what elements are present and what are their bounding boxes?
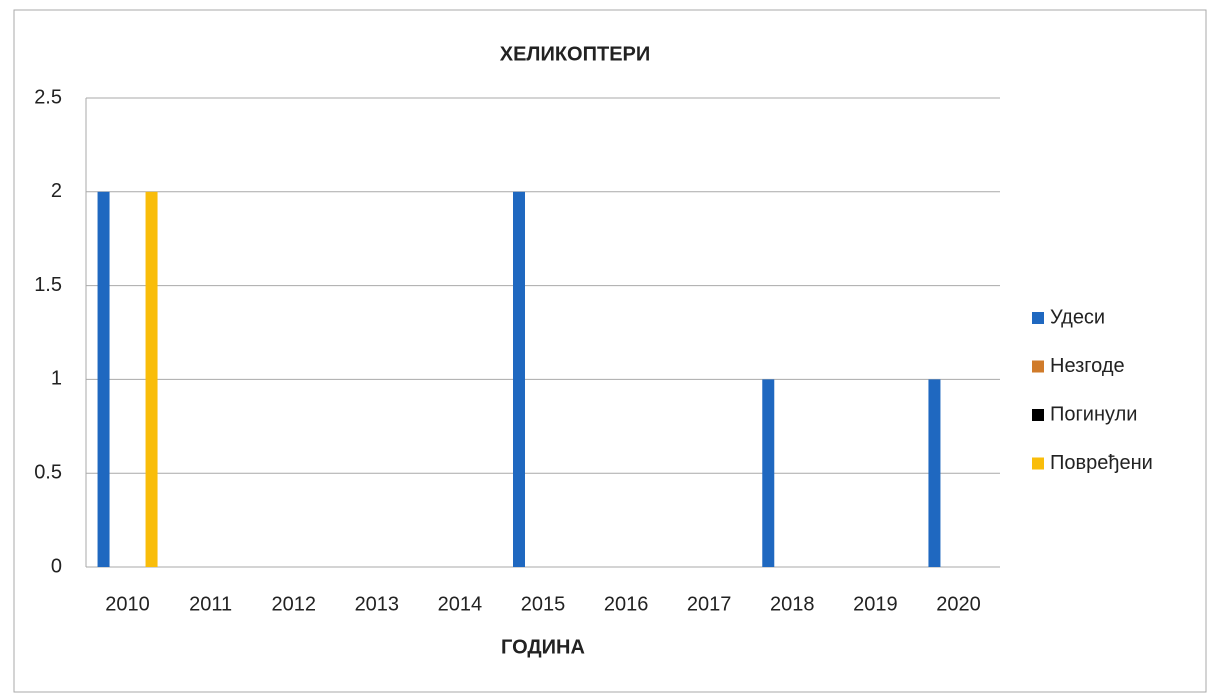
x-tick-label: 2018 [770, 593, 815, 615]
x-tick-label: 2013 [355, 593, 400, 615]
chart-title: ХЕЛИКОПТЕРИ [500, 43, 651, 65]
y-tick-label: 2.5 [34, 86, 62, 108]
bar [513, 191, 525, 568]
legend-swatch [1032, 409, 1044, 421]
bar [762, 379, 775, 567]
x-tick-label: 2017 [687, 593, 732, 615]
y-tick-label: 1 [51, 368, 62, 390]
x-tick-label: 2010 [105, 593, 150, 615]
legend-swatch [1032, 457, 1044, 470]
chart-frame [13, 9, 1207, 693]
x-tick-label: 2014 [438, 593, 483, 615]
legend-label: Погинули [1050, 403, 1137, 425]
legend-label: Повређени [1050, 452, 1153, 474]
legend-label: Незгоде [1050, 355, 1125, 377]
bar [97, 191, 110, 568]
y-tick-label: 0 [51, 555, 62, 577]
x-tick-label: 2016 [604, 593, 649, 615]
bar [145, 191, 158, 568]
bar [928, 379, 941, 567]
y-tick-label: 1.5 [34, 274, 62, 296]
legend-label: Удеси [1050, 306, 1105, 328]
x-axis-label: ГОДИНА [501, 636, 585, 658]
x-tick-label: 2011 [189, 593, 232, 615]
y-tick-label: 0.5 [34, 461, 62, 483]
x-tick-label: 2015 [521, 593, 566, 615]
y-tick-label: 2 [51, 180, 62, 202]
legend-swatch [1032, 312, 1044, 324]
x-tick-label: 2012 [271, 593, 316, 615]
x-tick-label: 2019 [853, 593, 898, 615]
legend-swatch [1032, 360, 1044, 373]
x-tick-label: 2020 [936, 593, 981, 615]
